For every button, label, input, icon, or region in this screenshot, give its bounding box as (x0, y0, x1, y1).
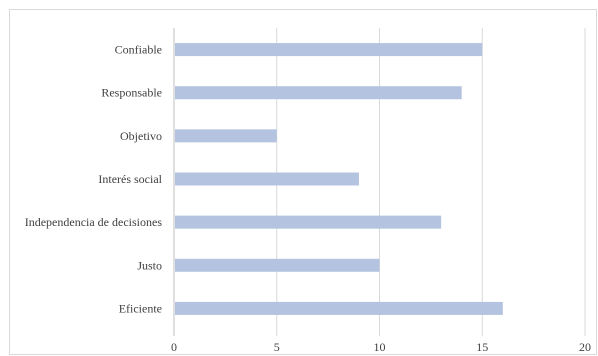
bar-responsable (175, 86, 462, 100)
category-label-objetivo: Objetivo (120, 129, 162, 143)
x-tick-label-0: 0 (171, 340, 177, 354)
x-tick-label-5: 5 (274, 340, 280, 354)
category-label-responsable: Responsable (101, 86, 162, 100)
bar-justo (175, 258, 380, 272)
x-tick-label-20: 20 (579, 340, 591, 354)
x-tick-label-15: 15 (476, 340, 488, 354)
category-label-independencia-de-decisiones: Independencia de decisiones (25, 215, 163, 229)
category-label-interes-social: Interés social (98, 172, 162, 186)
bar-independencia-de-decisiones (175, 215, 442, 229)
bar-objetivo (175, 129, 277, 143)
bar-eficiente (175, 301, 503, 315)
x-tick-labels: 0 5 10 15 20 (171, 340, 591, 354)
bars (175, 43, 503, 315)
bar-confiable (175, 43, 483, 57)
category-label-eficiente: Eficiente (119, 301, 162, 315)
category-label-justo: Justo (137, 258, 162, 272)
category-label-confiable: Confiable (115, 43, 162, 57)
category-labels: Confiable Responsable Objetivo Interés soci… (25, 43, 163, 316)
bar-interes-social (175, 172, 359, 186)
x-tick-label-10: 10 (374, 340, 386, 354)
